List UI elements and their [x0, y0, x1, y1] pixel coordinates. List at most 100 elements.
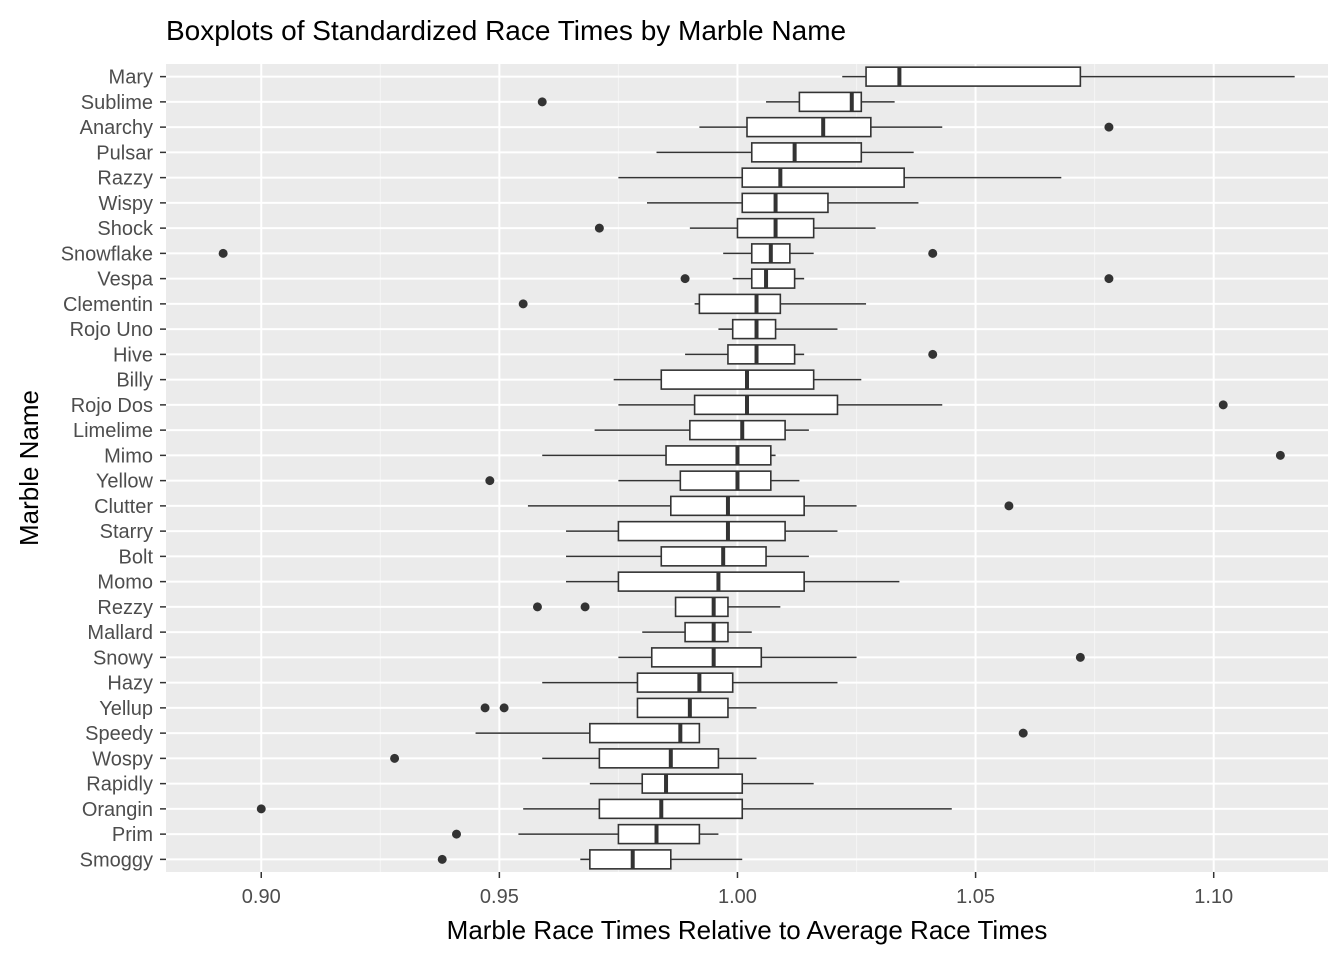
box-iqr	[741, 192, 829, 214]
y-tick-label: Billy	[116, 370, 153, 392]
y-tick-label: Razzy	[97, 168, 153, 190]
box-bolt	[566, 546, 809, 567]
box-iqr	[617, 823, 701, 845]
y-tick-label: Bolt	[119, 546, 154, 568]
box-iqr	[750, 142, 863, 163]
outlier-point	[1104, 274, 1114, 284]
y-tick-label: Shock	[97, 218, 154, 240]
box-pulsar	[656, 142, 914, 163]
box-hazy	[542, 672, 838, 693]
box-rojo-dos	[618, 394, 1228, 416]
outlier-point	[594, 223, 604, 233]
outlier-point	[537, 97, 547, 107]
box-limelime	[594, 419, 809, 441]
y-tick-label: Pulsar	[96, 142, 153, 164]
box-iqr	[693, 394, 839, 416]
minor-gridlines	[379, 64, 1096, 872]
y-tick-label: Limelime	[73, 420, 153, 442]
y-tick-label: Clutter	[94, 496, 153, 518]
y-tick-label: Mary	[109, 67, 153, 89]
x-axis: 0.90 0.95 1.00 1.05 1.10	[242, 872, 1233, 908]
y-tick-label: Mallard	[87, 622, 153, 644]
y-tick-label: Hazy	[107, 673, 153, 695]
box-rezzy	[532, 596, 781, 618]
box-iqr	[617, 520, 786, 542]
box-anarchy	[699, 116, 1114, 138]
box-iqr	[589, 849, 672, 870]
outlier-point	[499, 703, 509, 713]
box-iqr	[750, 268, 796, 289]
outlier-point	[680, 274, 690, 284]
box-wospy	[390, 748, 757, 769]
box-iqr	[865, 66, 1082, 87]
y-tick-label: Clementin	[63, 294, 153, 316]
box-iqr	[679, 470, 772, 491]
box-orangin	[256, 798, 952, 820]
y-tick-label: Sublime	[81, 92, 153, 114]
x-tick-label: 1.10	[1194, 886, 1233, 908]
y-tick-label: Rojo Dos	[71, 395, 153, 417]
chart-title: Boxplots of Standardized Race Times by M…	[166, 15, 846, 46]
y-tick-label: Rapidly	[86, 774, 153, 796]
y-tick-label: Snowy	[93, 647, 153, 669]
box-mary	[842, 66, 1295, 87]
box-speedy	[475, 722, 1028, 744]
box-iqr	[727, 344, 796, 365]
x-tick-label: 1.05	[956, 886, 995, 908]
box-razzy	[618, 167, 1062, 188]
outlier-point	[437, 854, 447, 864]
box-iqr	[665, 445, 772, 466]
box-iqr	[698, 293, 782, 315]
box-vespa	[680, 268, 1114, 289]
y-tick-label: Momo	[97, 572, 153, 594]
outlier-point	[1104, 122, 1114, 132]
box-yellup	[480, 697, 757, 719]
x-axis-label: Marble Race Times Relative to Average Ra…	[447, 915, 1048, 945]
outlier-point	[928, 349, 938, 359]
box-hive	[685, 344, 938, 365]
y-tick-label: Vespa	[97, 269, 153, 291]
y-tick-label: Wispy	[99, 193, 153, 215]
box-iqr	[650, 647, 763, 668]
y-tick-label: Rojo Uno	[70, 319, 153, 341]
box-mallard	[642, 621, 752, 643]
y-tick-label: Speedy	[85, 723, 153, 745]
outlier-point	[1075, 652, 1085, 662]
y-axis-label: Marble Name	[14, 390, 44, 546]
outlier-point	[518, 299, 528, 309]
box-iqr	[589, 722, 701, 744]
box-rojo-uno	[718, 318, 838, 340]
box-iqr	[660, 546, 767, 567]
box-shock	[594, 217, 876, 239]
box-iqr	[798, 91, 863, 113]
box-iqr	[741, 167, 905, 188]
y-tick-label: Wospy	[92, 748, 153, 770]
outlier-point	[1275, 450, 1285, 460]
box-starry	[566, 520, 838, 542]
outlier-point	[452, 829, 461, 839]
box-yellow	[485, 470, 800, 491]
y-tick-label: Starry	[100, 521, 153, 543]
x-tick-label: 0.95	[480, 886, 519, 908]
outlier-point	[1018, 728, 1028, 738]
box-iqr	[684, 621, 729, 643]
outlier-point	[1218, 400, 1228, 410]
box-iqr	[641, 773, 744, 794]
box-mimo	[542, 445, 1285, 466]
box-iqr	[731, 318, 777, 340]
y-tick-label: Anarchy	[80, 117, 153, 139]
box-smoggy	[437, 849, 743, 870]
box-iqr	[636, 672, 734, 693]
outlier-point	[580, 602, 590, 612]
box-iqr	[674, 596, 729, 618]
box-snowy	[618, 647, 1085, 668]
y-tick-label: Rezzy	[97, 597, 153, 619]
y-tick-label: Yellow	[96, 471, 154, 493]
y-tick-label: Mimo	[104, 445, 153, 467]
box-prim	[452, 823, 719, 845]
box-sublime	[537, 91, 895, 113]
outlier-point	[1004, 501, 1014, 511]
box-billy	[613, 369, 862, 390]
